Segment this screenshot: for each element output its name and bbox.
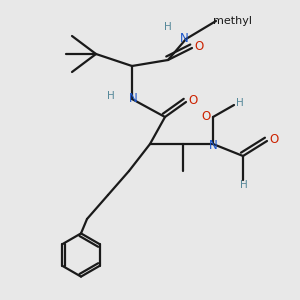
Text: O: O [188,94,197,107]
Text: N: N [209,139,218,152]
Text: H: H [240,180,248,190]
Text: O: O [269,133,278,146]
Text: O: O [194,40,203,53]
Text: O: O [202,110,211,123]
Text: N: N [129,92,138,105]
Text: H: H [164,22,172,32]
Text: methyl: methyl [213,16,252,26]
Text: N: N [180,32,189,46]
Text: H: H [236,98,243,109]
Text: H: H [107,91,115,101]
